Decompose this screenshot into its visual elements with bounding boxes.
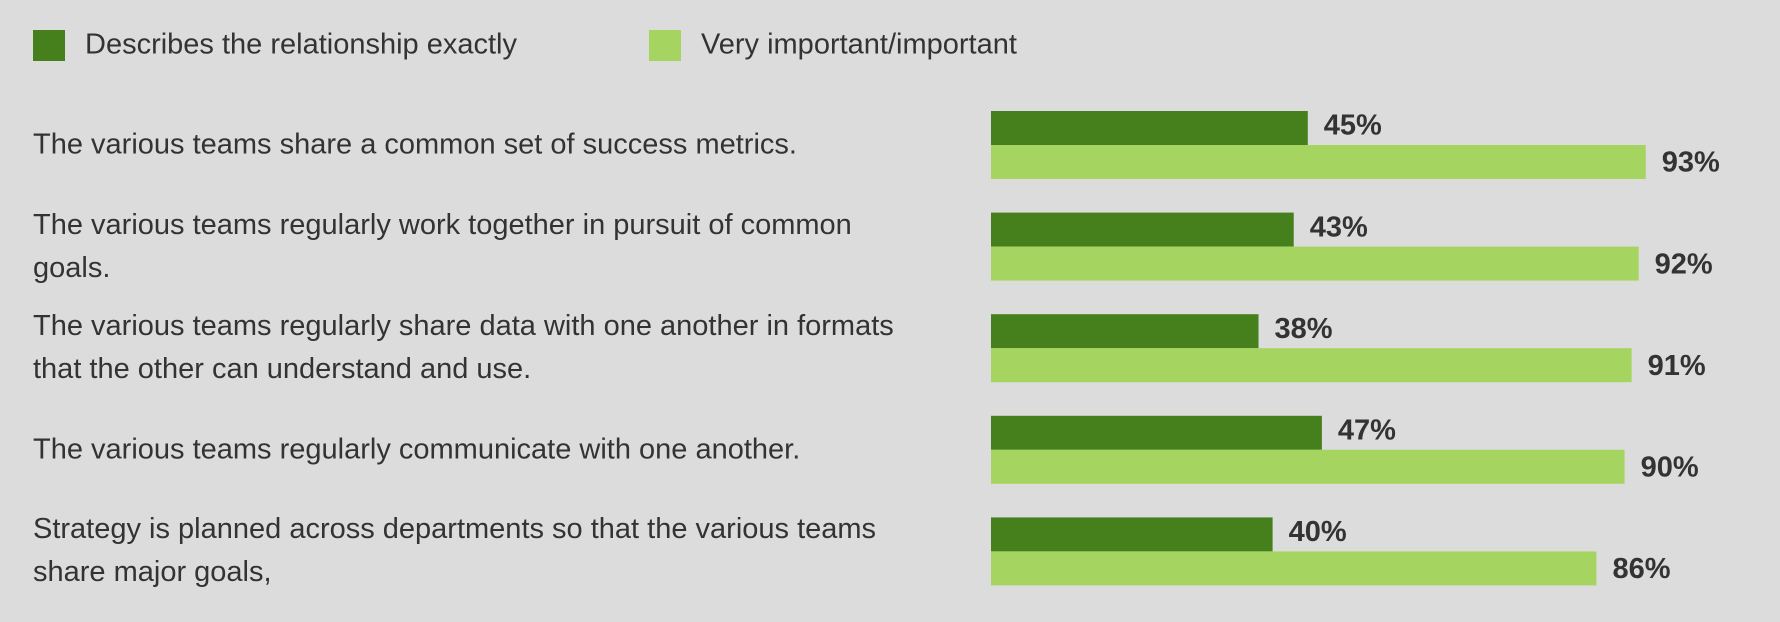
value-label: 86% xyxy=(1612,553,1670,585)
bar xyxy=(991,415,1322,450)
value-label: 47% xyxy=(1338,414,1396,446)
category-label: The various teams regularly share data w… xyxy=(33,310,894,386)
legend-label: Very important/important xyxy=(701,28,1017,61)
value-label: 43% xyxy=(1310,211,1368,243)
category-label: Strategy is planned across departments s… xyxy=(33,513,877,589)
bar xyxy=(991,246,1639,281)
bar xyxy=(991,348,1632,383)
value-label: 91% xyxy=(1648,350,1706,382)
value-label: 90% xyxy=(1641,451,1699,483)
legend-swatch xyxy=(33,30,65,61)
legend-swatch xyxy=(649,30,681,61)
value-label: 38% xyxy=(1275,313,1333,345)
value-label: 45% xyxy=(1324,110,1382,142)
category-label: The various teams share a common set of … xyxy=(33,128,797,161)
bar xyxy=(991,449,1625,484)
category-label: The various teams regularly communicate … xyxy=(33,433,801,466)
legend-label: Describes the relationship exactly xyxy=(85,28,517,61)
bar xyxy=(991,145,1646,179)
bar xyxy=(991,314,1259,349)
value-label: 92% xyxy=(1655,248,1713,280)
bar xyxy=(991,212,1294,247)
value-label: 40% xyxy=(1289,516,1347,548)
value-label: 93% xyxy=(1662,147,1720,179)
category-label: The various teams regularly work togethe… xyxy=(33,208,852,284)
bar xyxy=(991,111,1308,145)
bar xyxy=(991,517,1273,552)
bar xyxy=(991,551,1597,586)
